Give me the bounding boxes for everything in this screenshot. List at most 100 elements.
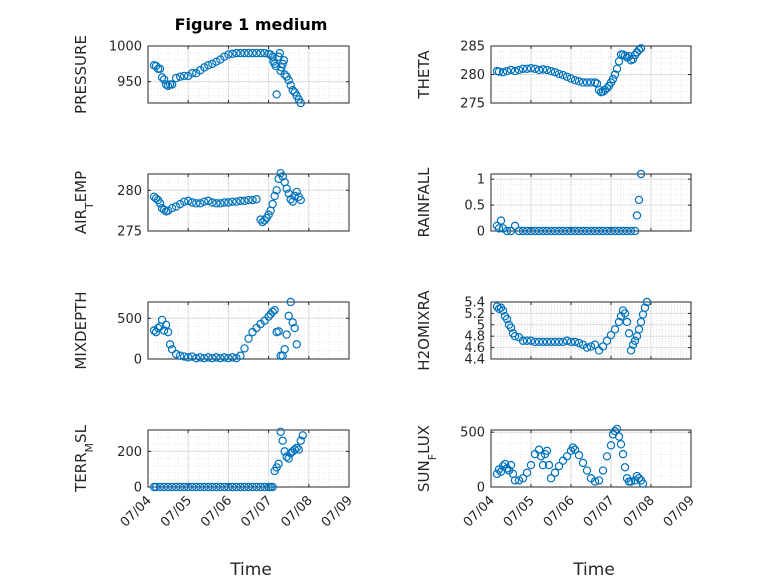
y-tick-label: 950 [117,75,142,90]
data-point [618,226,628,236]
data-point [196,482,205,492]
data-point [240,344,249,353]
data-point [292,443,301,453]
data-point [272,186,281,195]
data-point [282,184,291,193]
data-point [155,64,165,74]
data-point [518,226,528,236]
data-point [278,172,287,181]
data-point [151,327,161,337]
data-point [159,482,169,492]
data-point [602,226,612,236]
data-point [220,482,229,492]
data-point [296,195,305,205]
data-point [578,226,588,236]
data-point [566,337,576,347]
y-axis-label: MIXDEPTH [72,291,90,369]
data-point [268,482,277,492]
y-tick-label: 0 [477,225,485,240]
subplot-2: 275 280 285 THETA [415,40,692,112]
y-tick-label: 0 [134,353,142,368]
data-point [614,317,624,327]
data-point [522,226,532,236]
data-point [530,64,540,74]
data-point [292,340,301,349]
y-tick-label: 280 [460,68,485,83]
y-tick-label: 4.6 [464,341,485,356]
data-point [586,78,596,87]
subplot-8: 0 500 07/04 07/05 07/06 07/07 07/08 07/09 SUNFLU… [415,424,698,530]
data-point [554,337,564,347]
subplot-1: 950 1000 PRESSURE [72,35,350,114]
data-point [183,196,193,206]
data-point [161,80,171,89]
data-point [274,459,283,469]
data-point [208,59,217,69]
data-point [204,61,213,70]
data-point [494,304,504,314]
data-point [157,315,167,325]
data-point [236,196,245,206]
data-point [188,68,197,78]
data-point [554,461,564,471]
data-point [636,317,646,327]
data-point [530,226,540,236]
data-point [526,226,536,236]
data-point [518,336,528,345]
data-point [498,306,508,315]
data-point [216,353,225,363]
data-point [582,466,592,475]
data-point [179,352,189,361]
data-point [248,48,257,58]
x-tick-label: 07/08 [621,493,658,530]
data-point [514,226,524,236]
data-point [582,78,592,87]
data-point [502,66,512,76]
data-point [270,305,279,315]
data-point [224,198,233,207]
data-point [272,90,281,99]
data-point [279,56,289,65]
axes-box [147,173,350,232]
data-point [183,482,193,492]
data-point [256,215,265,224]
y-tick-label: 500 [117,312,142,327]
data-point [640,303,650,312]
data-point [546,66,556,76]
data-point [558,226,568,236]
data-point [204,482,213,492]
data-point [526,64,536,73]
data-point [634,195,644,205]
data-point [260,482,269,492]
x-axis-label-right: Time [572,560,615,580]
y-axis-label: THETA [415,50,433,100]
data-point [296,98,305,108]
y-tick-label: 5.2 [464,307,485,322]
data-point [550,468,560,477]
data-point [574,77,584,86]
data-point [171,73,181,83]
data-point [614,226,624,236]
data-point [546,226,556,236]
y-axis-label: RAINFALL [415,167,433,238]
data-point [196,353,205,362]
data-point [260,216,269,225]
data-point [278,436,287,445]
data-point [155,482,165,492]
axes-box [147,301,350,360]
data-point [284,454,293,463]
data-point [212,199,221,208]
y-tick-label: 0 [477,481,485,496]
data-point [252,482,261,492]
data-point [200,63,209,72]
data-point [506,65,516,75]
data-point [498,461,508,471]
data-point [534,65,544,75]
y-tick-label: 4.4 [464,353,485,368]
data-point [582,343,592,352]
data-point [514,476,524,485]
data-point [594,85,604,95]
data-point [220,353,229,362]
data-point [550,226,560,236]
